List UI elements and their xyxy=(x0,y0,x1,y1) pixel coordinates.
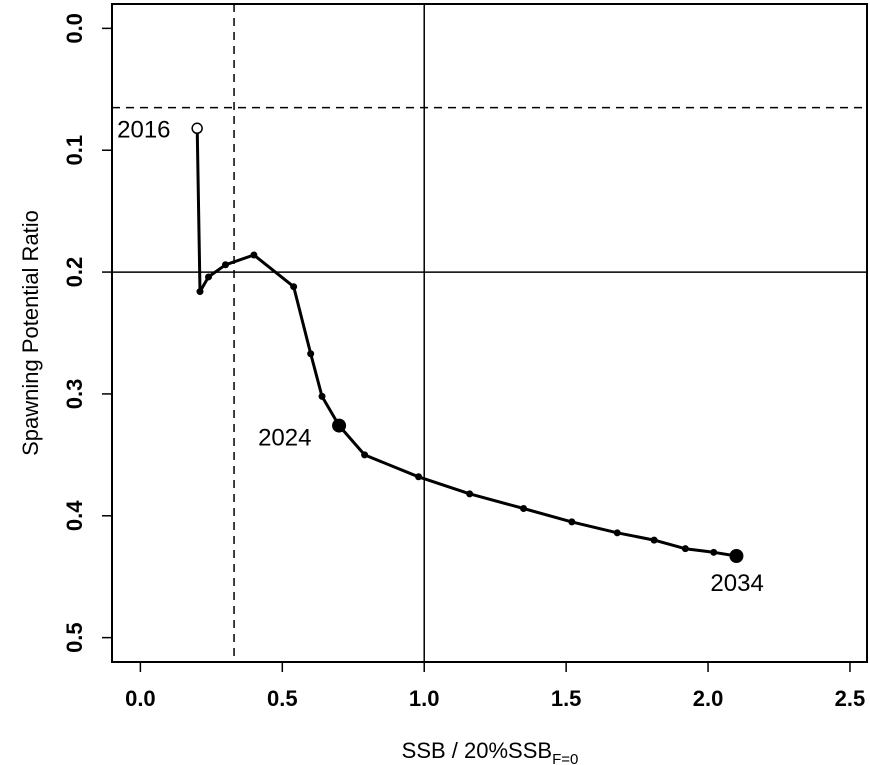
data-point-open xyxy=(191,122,203,135)
data-point xyxy=(415,473,423,481)
data-point-large xyxy=(729,548,744,563)
x-tick-label: 0.0 xyxy=(125,686,156,711)
point-label-2034: 2034 xyxy=(710,570,763,597)
data-point-large xyxy=(332,418,347,433)
x-tick-label: 2.5 xyxy=(835,686,866,711)
y-axis-title: Spawning Potential Ratio xyxy=(18,210,43,456)
point-label-2024: 2024 xyxy=(258,425,311,452)
x-axis: 0.0 0.5 1.0 1.5 2.0 2.5 xyxy=(125,662,865,711)
y-tick-label: 0.3 xyxy=(62,379,87,410)
data-point xyxy=(520,504,528,512)
data-point xyxy=(250,251,258,259)
data-point xyxy=(205,273,213,281)
point-label-2016: 2016 xyxy=(117,116,170,143)
data-point xyxy=(290,283,298,291)
point-labels: 2016 2024 2034 xyxy=(117,116,764,597)
data-point xyxy=(613,529,621,537)
data-point xyxy=(681,545,689,553)
data-series xyxy=(191,122,744,563)
y-tick-label: 0.0 xyxy=(62,13,87,44)
data-point xyxy=(307,350,315,358)
data-point xyxy=(650,536,658,544)
y-axis: 0.0 0.1 0.2 0.3 0.4 0.5 xyxy=(62,13,112,653)
data-point xyxy=(466,490,474,498)
x-axis-title-subscript: F=0 xyxy=(552,751,578,765)
y-tick-label: 0.5 xyxy=(62,622,87,653)
x-tick-label: 0.5 xyxy=(267,686,298,711)
y-tick-label: 0.4 xyxy=(62,500,87,531)
x-tick-label: 1.0 xyxy=(409,686,440,711)
y-tick-label: 0.1 xyxy=(62,135,87,166)
data-point xyxy=(568,518,576,526)
reference-lines xyxy=(112,4,867,662)
data-point xyxy=(222,261,230,269)
data-point xyxy=(196,288,204,296)
x-axis-title: SSB / 20%SSBF=0 xyxy=(402,738,579,765)
data-point xyxy=(361,451,369,459)
data-point xyxy=(710,548,718,556)
x-tick-label: 1.5 xyxy=(551,686,582,711)
y-tick-label: 0.2 xyxy=(62,257,87,288)
x-tick-label: 2.0 xyxy=(693,686,724,711)
plot-frame xyxy=(111,3,868,663)
data-point xyxy=(318,392,326,400)
